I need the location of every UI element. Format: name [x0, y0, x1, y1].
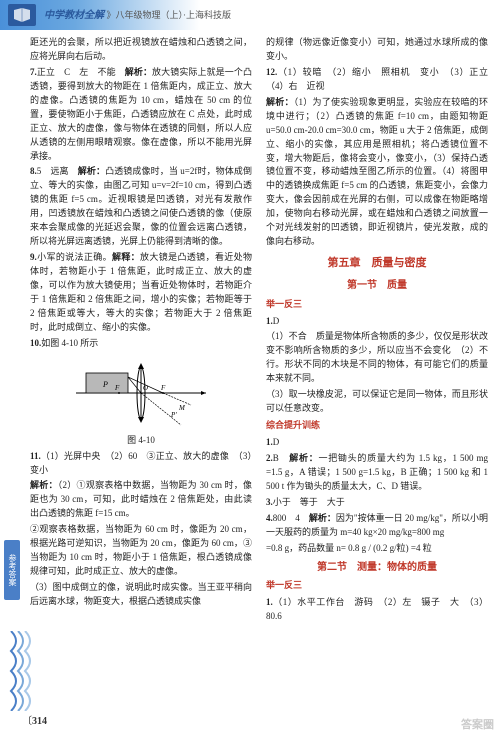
q9: 9.小军的说法正确。解释：放大镜是凸透镜，看近处物体时，若物距小于 1 倍焦距，… — [30, 251, 252, 335]
svg-text:F: F — [160, 384, 166, 392]
q11d: ②观察表格数据，当物距为 60 cm 时，像距为 20 cm，根据光路可逆知识，… — [30, 523, 252, 579]
left-column: 距还光的会聚，所以把近视镜放在蜡烛和凸透镜之间，应将光屏向右后动。 7.正立 C… — [30, 36, 252, 704]
watermark: 答案圈 — [461, 717, 494, 734]
section1-title: 第一节 质量 — [266, 278, 488, 294]
header-title: 中学教材全解 》八年级物理（上）·上海科技版 — [44, 8, 231, 23]
r-q3: 3.小于 等于 大于 — [266, 496, 488, 510]
para-r1: 的规律（物远像近像变小）可知，她通过水球所成的像变小。 — [266, 36, 488, 64]
q7: 7.正立 C 左 不能 解析：放大镜实际上就是一个凸透镜，要得到放大的物距在 1… — [30, 66, 252, 164]
q11: 11.（1）光屏中央 （2）60 ③正立、放大的虚像 （3）变小 — [30, 450, 252, 478]
r-q2: 2.B 解析：一把锄头的质量大约为 1.5 kg，1 500 mg =1.5 g… — [266, 452, 488, 494]
r-q1c: （3）取一块橡皮泥，可以保证它是同一物体，而且形状可以任意改变。 — [266, 388, 488, 416]
r-q4d: =0.8 g，药品数量 n= 0.8 g / (0.2 g/粒) =4 粒 — [266, 542, 488, 556]
chapter5-title: 第五章 质量与密度 — [266, 255, 488, 272]
q8: 8.5 远离 解析：凸透镜成像时，当 u=2f时，物体成倒立、等大的实像，由图乙… — [30, 165, 252, 249]
subhead-2: 综合提升训练 — [266, 419, 488, 433]
q12-analysis: 解析：（1）为了使实验现象更明显，实验应在较暗的环境中进行；（2）凸透镜的焦距 … — [266, 96, 488, 249]
r-q1b: （1）不合 质量是物体所含物质的多少，仅仅是形状改变不影响所含物质的多少，所以应… — [266, 330, 488, 386]
svg-text:F: F — [114, 384, 120, 392]
section2-title: 第二节 测量：物体的质量 — [266, 560, 488, 576]
q11-analysis: 解析：（2）①观察表格中数据，当物距为 30 cm 时，像距也为 30 cm，可… — [30, 479, 252, 521]
q11e: （3）图中成倒立的像，说明此时成实像。当王亚平稍向后远离水球，物距变大，根据凸透… — [30, 581, 252, 609]
content-area: 距还光的会聚，所以把近视镜放在蜡烛和凸透镜之间，应将光屏向右后动。 7.正立 C… — [0, 30, 500, 710]
r-q1: 1.D — [266, 315, 488, 329]
para: 距还光的会聚，所以把近视镜放在蜡烛和凸透镜之间，应将光屏向右后动。 — [30, 36, 252, 64]
side-tab: 参考答案 — [4, 540, 20, 600]
wavy-decoration — [6, 631, 36, 711]
r-q1-2: 1.D — [266, 436, 488, 450]
q12: 12.（1）较暗 （2）缩小 照相机 变小 （3）正立 （4）右 近视 — [266, 66, 488, 94]
subhead-1: 举一反三 — [266, 298, 488, 312]
subhead-3: 举一反三 — [266, 579, 488, 593]
svg-text:P: P — [102, 380, 108, 389]
svg-text:M: M — [178, 404, 186, 412]
lens-diagram: P F F O M P' — [71, 355, 211, 430]
page-number: 〔314 — [22, 714, 47, 729]
r-q1-3: 1.（1）水平工作台 游码 （2）左 镊子 大 （3）80.6 — [266, 596, 488, 624]
page-header: 中学教材全解 》八年级物理（上）·上海科技版 — [0, 0, 500, 30]
r-q4: 4.800 4 解析：因为"按体重一日 20 mg/kg"，所以小明一天服药的质… — [266, 512, 488, 540]
svg-text:P': P' — [170, 411, 177, 419]
right-column: 的规律（物远像近像变小）可知，她通过水球所成的像变小。 12.（1）较暗 （2）… — [266, 36, 488, 704]
q10: 10.如图 4-10 所示 — [30, 337, 252, 351]
figure-caption: 图 4-10 — [30, 434, 252, 448]
logo-icon — [8, 4, 36, 26]
